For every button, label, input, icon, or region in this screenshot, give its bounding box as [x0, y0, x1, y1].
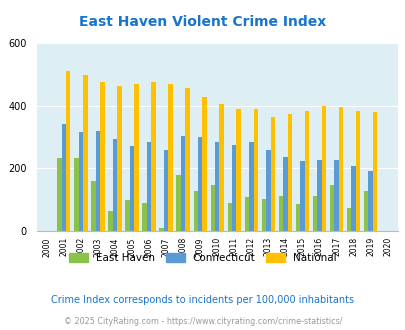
Bar [62, 124, 66, 231]
Bar [202, 97, 206, 231]
Bar [338, 107, 342, 231]
Bar [117, 86, 121, 231]
Bar [176, 175, 181, 231]
Bar [57, 158, 62, 231]
Bar [270, 117, 274, 231]
Bar [253, 109, 257, 231]
Bar [168, 84, 172, 231]
Bar [312, 196, 316, 231]
Bar [193, 191, 198, 231]
Bar [198, 137, 202, 231]
Bar [96, 131, 100, 231]
Bar [367, 172, 372, 231]
Bar [333, 159, 338, 231]
Bar [304, 111, 308, 231]
Bar [91, 182, 96, 231]
Bar [185, 88, 189, 231]
Bar [355, 111, 359, 231]
Bar [232, 145, 236, 231]
Text: © 2025 CityRating.com - https://www.cityrating.com/crime-statistics/: © 2025 CityRating.com - https://www.city… [64, 317, 341, 326]
Bar [100, 82, 104, 231]
Bar [346, 209, 350, 231]
Bar [113, 139, 117, 231]
Bar [316, 159, 321, 231]
Bar [125, 200, 130, 231]
Bar [74, 158, 79, 231]
Bar [130, 146, 134, 231]
Bar [363, 191, 367, 231]
Bar [147, 142, 151, 231]
Bar [210, 184, 215, 231]
Bar [282, 157, 287, 231]
Bar [236, 109, 240, 231]
Bar [66, 71, 70, 231]
Bar [83, 75, 87, 231]
Bar [350, 166, 355, 231]
Bar [287, 114, 291, 231]
Legend: East Haven, Connecticut, National: East Haven, Connecticut, National [65, 248, 340, 267]
Text: East Haven Violent Crime Index: East Haven Violent Crime Index [79, 15, 326, 29]
Bar [108, 211, 113, 231]
Bar [329, 184, 333, 231]
Bar [219, 104, 223, 231]
Bar [244, 197, 249, 231]
Bar [134, 84, 138, 231]
Bar [265, 150, 270, 231]
Bar [299, 161, 304, 231]
Bar [278, 196, 282, 231]
Bar [249, 142, 253, 231]
Bar [151, 82, 155, 231]
Bar [142, 203, 147, 231]
Bar [215, 142, 219, 231]
Bar [227, 203, 232, 231]
Text: Crime Index corresponds to incidents per 100,000 inhabitants: Crime Index corresponds to incidents per… [51, 295, 354, 305]
Bar [159, 228, 164, 231]
Bar [181, 136, 185, 231]
Bar [295, 204, 299, 231]
Bar [79, 132, 83, 231]
Bar [261, 199, 265, 231]
Bar [372, 112, 376, 231]
Bar [321, 106, 325, 231]
Bar [164, 150, 168, 231]
